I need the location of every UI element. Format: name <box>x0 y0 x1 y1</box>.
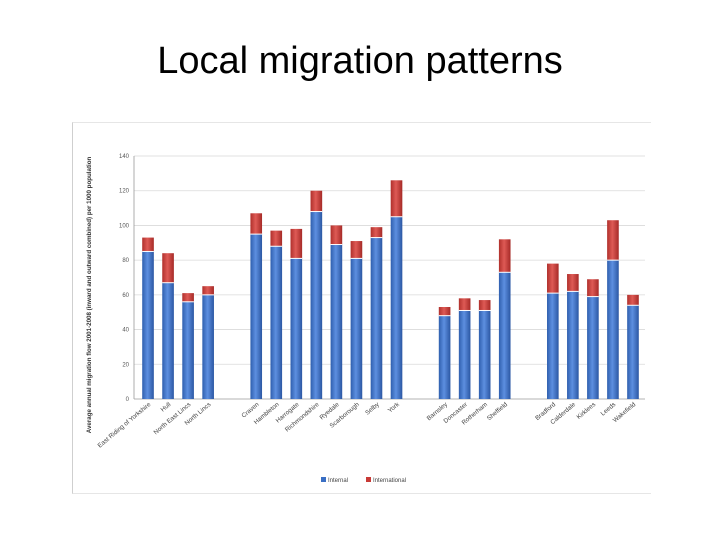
bar-international <box>202 286 214 295</box>
bar-internal <box>587 296 599 399</box>
bar-internal <box>438 315 451 399</box>
bar-international <box>587 279 599 297</box>
bar-internal <box>350 258 363 399</box>
bar-internal <box>250 234 263 399</box>
chart-frame <box>72 122 651 494</box>
legend-label: Internal <box>328 478 348 484</box>
legend-label: International <box>373 478 406 484</box>
bar-international <box>438 307 451 316</box>
bar-international <box>627 294 639 306</box>
y-tick-label: 100 <box>119 223 130 229</box>
bar-international <box>478 300 491 311</box>
bar-internal <box>330 244 343 399</box>
y-axis: 0 20 40 60 80 100 120 140 <box>119 154 135 403</box>
bar-international <box>370 227 383 238</box>
legend-swatch <box>366 477 371 482</box>
slide-title: Local migration patterns <box>157 40 563 82</box>
bar-international <box>182 293 194 302</box>
bar-international <box>458 298 471 311</box>
bar-internal <box>498 272 511 399</box>
x-tick-label: Wakefield <box>612 401 638 424</box>
y-tick-label: 120 <box>119 189 130 195</box>
y-tick-label: 20 <box>122 362 129 368</box>
bar-internal <box>290 258 303 399</box>
bar-internal <box>142 251 154 399</box>
bars <box>142 180 639 399</box>
y-tick-label: 80 <box>122 258 129 264</box>
bar-internal <box>310 211 323 399</box>
y-tick-label: 0 <box>126 397 130 403</box>
bar-international <box>270 230 283 247</box>
bar-international <box>330 225 343 245</box>
bar-international <box>567 274 579 292</box>
bar-internal <box>627 305 639 399</box>
bar-internal <box>270 246 283 399</box>
bar-internal <box>390 216 403 399</box>
legend: Internal International <box>321 477 406 484</box>
x-tick-label: Leeds <box>600 401 618 417</box>
bar-international <box>310 190 323 212</box>
bar-international <box>250 213 263 235</box>
bar-international <box>350 241 363 259</box>
bar-international <box>142 237 154 252</box>
bar-international <box>498 239 511 273</box>
bar-internal <box>607 260 619 399</box>
bar-international <box>607 220 619 261</box>
bar-internal <box>182 301 194 399</box>
x-tick-label: Selby <box>364 401 381 417</box>
x-tick-label: Hull <box>160 401 173 413</box>
bar-international <box>162 253 174 283</box>
x-tick-label: East Riding of Yorkshire <box>97 401 153 450</box>
bar-internal <box>458 310 471 399</box>
bar-internal <box>547 293 559 399</box>
bar-international <box>290 228 303 259</box>
y-tick-label: 40 <box>122 328 129 334</box>
gridlines <box>134 155 645 400</box>
x-tick-label: Kirklees <box>576 401 598 421</box>
y-axis-label: Average annual migration flow 2001-2008 … <box>86 157 93 434</box>
bar-internal <box>202 294 214 399</box>
bar-international <box>547 263 559 294</box>
bar-internal <box>162 282 174 399</box>
bar-internal <box>370 237 383 399</box>
y-tick-label: 140 <box>119 154 130 160</box>
x-tick-label: York <box>387 401 402 415</box>
x-tick-label: Sheffield <box>486 401 510 422</box>
bar-internal <box>478 310 491 399</box>
legend-swatch <box>321 477 326 482</box>
y-tick-label: 60 <box>122 293 129 299</box>
bar-internal <box>567 291 579 399</box>
bar-international <box>390 180 403 217</box>
